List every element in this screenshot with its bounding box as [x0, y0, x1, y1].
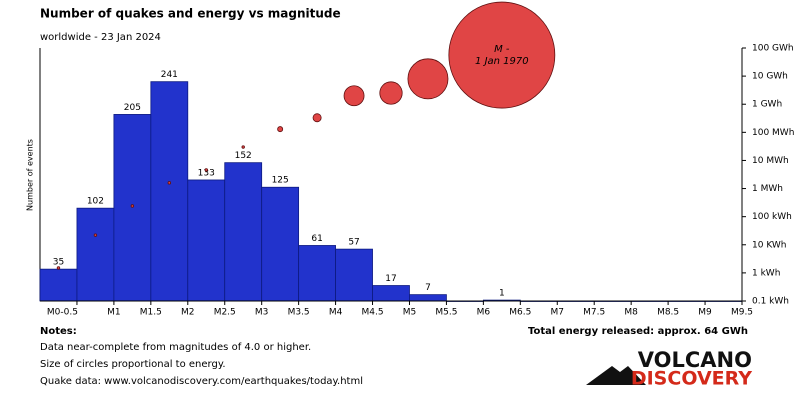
x-tick-label: M5.5 — [435, 308, 457, 318]
bar — [224, 162, 263, 302]
bar — [187, 179, 226, 302]
x-tick-label: M1.5 — [140, 308, 162, 318]
energy-circle — [204, 168, 208, 172]
energy-circle — [93, 233, 98, 237]
bar — [39, 268, 78, 302]
energy-circle — [277, 126, 284, 133]
value-label: 1 — [499, 289, 505, 299]
logo-text: VOLCANO — [638, 348, 752, 372]
x-tick-label: M0-0.5 — [47, 308, 78, 318]
bar — [113, 114, 152, 302]
y2-tick-label: 1 kWh — [752, 268, 780, 278]
energy-circle — [343, 85, 365, 107]
value-label: 152 — [235, 151, 252, 161]
y2-tick-label: 100 kWh — [752, 212, 792, 222]
x-tick-label: M8 — [624, 308, 638, 318]
y2-tick-label: 100 GWh — [752, 44, 794, 54]
bar — [150, 81, 189, 302]
x-tick-label: M3 — [255, 308, 269, 318]
note: Size of circles proportional to energy. — [40, 359, 226, 370]
energy-circle — [407, 58, 449, 100]
x-tick-label: M4 — [329, 308, 343, 318]
energy-circle — [379, 81, 403, 105]
energy-circle — [130, 204, 135, 208]
x-tick-label: M7 — [551, 308, 565, 318]
bar — [372, 285, 410, 302]
energy-circle — [241, 145, 245, 149]
notes-title: Notes: — [40, 326, 77, 337]
y2-tick-label: 100 MWh — [752, 128, 794, 138]
annotation: M - — [494, 44, 510, 55]
x-tick-label: M8.5 — [657, 308, 679, 318]
value-label: 7 — [425, 283, 431, 293]
total-energy: Total energy released: approx. 64 GWh — [528, 326, 748, 337]
x-tick-label: M6.5 — [509, 308, 531, 318]
value-label: 102 — [87, 197, 104, 207]
y2-tick-label: 1 MWh — [752, 184, 783, 194]
note: Data near-complete from magnitudes of 4.… — [40, 342, 311, 353]
y2-tick-label: 10 KWh — [752, 240, 787, 250]
x-tick-label: M2 — [181, 308, 195, 318]
y2-tick-label: 1 GWh — [752, 100, 782, 110]
energy-circle — [448, 1, 556, 109]
y2-tick-label: 10 MWh — [752, 156, 789, 166]
x-tick-label: M2.5 — [214, 308, 236, 318]
x-tick-label: M7.5 — [583, 308, 605, 318]
value-label: 17 — [385, 274, 396, 284]
x-tick-label: M1 — [107, 308, 121, 318]
bar — [409, 294, 447, 302]
logo-mountain — [586, 366, 646, 385]
value-label: 241 — [161, 70, 178, 80]
x-tick-label: M9 — [698, 308, 712, 318]
value-label: 205 — [124, 103, 141, 113]
value-label: 35 — [53, 258, 64, 268]
bar — [76, 207, 115, 302]
value-label: 133 — [198, 168, 215, 178]
energy-circle — [167, 181, 172, 185]
chart-subtitle: worldwide - 23 Jan 2024 — [40, 32, 161, 43]
x-tick-label: M9.5 — [731, 308, 753, 318]
note: Quake data: www.volcanodiscovery.com/ear… — [40, 376, 363, 387]
bar — [261, 186, 300, 302]
energy-circle — [56, 266, 61, 270]
bar — [335, 248, 373, 302]
x-tick-label: M6 — [477, 308, 491, 318]
value-label: 125 — [272, 176, 289, 186]
value-label: 57 — [348, 238, 359, 248]
y-axis-label: Number of events — [26, 139, 35, 211]
y2-tick-label: 0.1 kWh — [752, 297, 789, 307]
value-label: 61 — [311, 234, 322, 244]
logo-text: DISCOVERY — [631, 368, 752, 390]
x-tick-label: M5 — [403, 308, 417, 318]
energy-circle — [312, 113, 322, 123]
x-tick-label: M4.5 — [361, 308, 383, 318]
chart-title: Number of quakes and energy vs magnitude — [40, 7, 341, 21]
bar — [298, 245, 336, 302]
annotation: 1 Jan 1970 — [475, 56, 529, 67]
x-tick-label: M3.5 — [288, 308, 310, 318]
y2-tick-label: 10 GWh — [752, 72, 788, 82]
